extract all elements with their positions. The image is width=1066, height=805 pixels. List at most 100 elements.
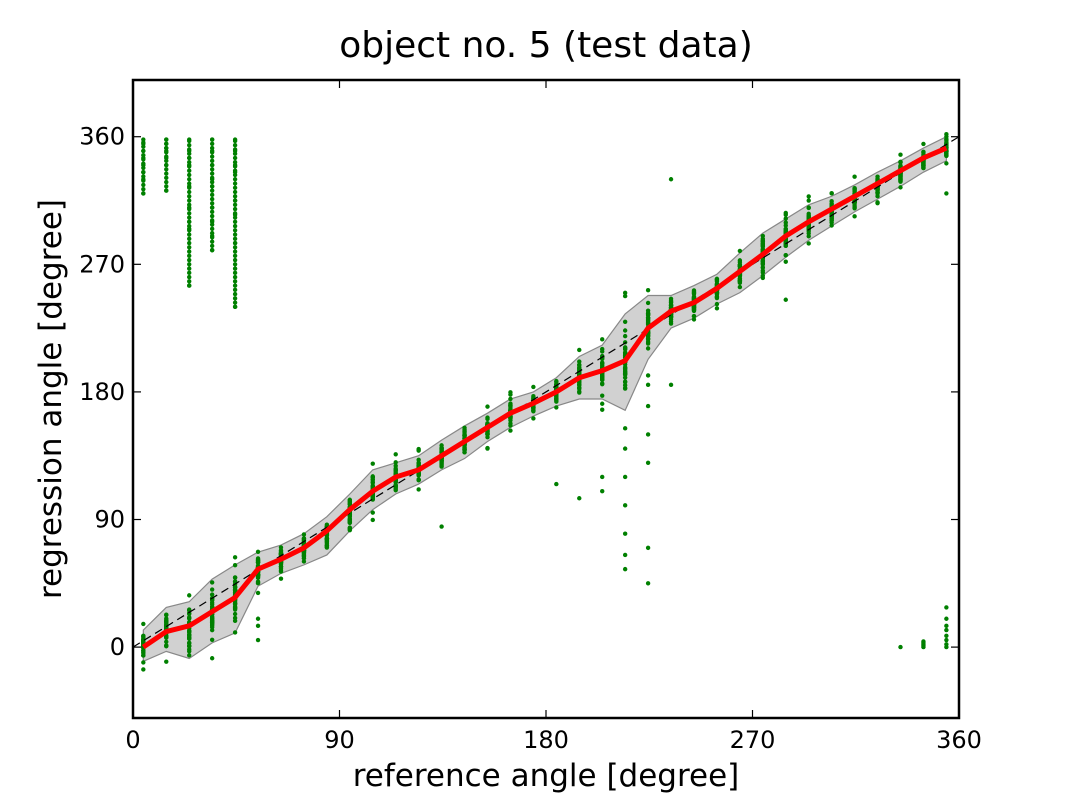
outlier-point <box>232 138 238 144</box>
data-point <box>324 522 330 527</box>
outlier-point <box>645 403 651 409</box>
data-point <box>531 416 536 421</box>
data-point <box>209 592 215 597</box>
outlier-point <box>232 215 238 220</box>
data-point <box>485 445 490 451</box>
outlier-point <box>141 169 146 175</box>
outlier-point <box>164 184 169 189</box>
data-point <box>760 261 766 266</box>
data-point <box>645 317 651 322</box>
data-point <box>232 611 238 617</box>
data-point <box>600 375 605 381</box>
data-point <box>577 389 582 394</box>
data-point <box>944 161 949 166</box>
outlier-point <box>944 191 949 196</box>
data-point <box>416 473 421 478</box>
outlier-point <box>209 247 215 253</box>
outlier-point <box>141 178 146 183</box>
outlier-point <box>187 279 192 284</box>
outlier-point <box>164 175 169 181</box>
outlier-point <box>164 150 169 155</box>
plot-layer <box>133 131 959 672</box>
data-point <box>622 364 628 370</box>
outlier-point <box>209 171 215 176</box>
data-point <box>485 434 490 440</box>
data-point <box>232 615 238 621</box>
x-tick-label: 360 <box>936 726 982 754</box>
data-point <box>485 404 490 409</box>
data-point <box>554 405 559 410</box>
outlier-point <box>600 488 605 494</box>
outlier-point <box>232 266 238 271</box>
data-point <box>714 276 720 282</box>
data-point <box>645 287 651 293</box>
data-point <box>485 416 490 422</box>
outlier-point <box>944 623 949 629</box>
outlier-point <box>187 249 192 254</box>
outlier-point <box>944 605 949 610</box>
outlier-point <box>164 167 169 172</box>
data-point <box>531 384 536 390</box>
data-point <box>232 562 238 568</box>
outlier-point <box>187 194 192 199</box>
outlier-point <box>668 177 674 182</box>
outlier-point <box>187 168 192 173</box>
data-point <box>416 477 421 482</box>
outlier-point <box>187 262 192 267</box>
outlier-point <box>164 188 169 193</box>
outlier-point <box>232 228 238 233</box>
outlier-point <box>232 240 238 246</box>
data-point <box>164 619 169 625</box>
outlier-point <box>141 157 146 162</box>
data-point <box>622 379 628 385</box>
outlier-point <box>944 627 949 633</box>
outlier-point <box>645 460 651 465</box>
data-point <box>232 585 238 590</box>
outlier-point <box>187 257 192 263</box>
outlier-point <box>141 140 146 145</box>
outlier-point <box>164 154 169 159</box>
outlier-point <box>187 177 192 182</box>
outlier-point <box>232 160 238 165</box>
outlier-point <box>600 474 605 480</box>
data-point <box>691 317 697 322</box>
data-point <box>209 622 215 627</box>
outlier-point <box>232 155 238 161</box>
data-point <box>393 482 398 488</box>
outlier-point <box>164 137 169 142</box>
data-point <box>806 198 811 203</box>
outlier-point <box>944 616 949 621</box>
data-point <box>577 385 582 390</box>
data-point <box>875 194 880 199</box>
data-point <box>141 653 146 658</box>
y-tick-label: 0 <box>110 633 125 661</box>
x-tick-label: 270 <box>730 726 776 754</box>
outlier-point <box>209 209 215 215</box>
outlier-point <box>232 211 238 216</box>
outlier-point <box>187 236 192 241</box>
outlier-point <box>164 179 169 185</box>
outlier-point <box>944 637 949 643</box>
data-point <box>783 259 788 264</box>
data-point <box>645 337 651 342</box>
data-point <box>164 616 169 621</box>
data-point <box>600 360 605 365</box>
outlier-point <box>232 151 238 156</box>
outlier-point <box>209 175 215 181</box>
data-point <box>187 653 192 658</box>
outlier-point <box>141 152 146 158</box>
outlier-point <box>209 201 215 206</box>
outlier-point <box>187 245 192 250</box>
data-point <box>141 667 146 672</box>
y-tick-label: 360 <box>79 123 125 151</box>
data-point <box>416 448 421 453</box>
outlier-point <box>141 182 146 188</box>
outlier-point <box>209 226 215 232</box>
outlier-point <box>232 253 238 259</box>
data-point <box>209 580 215 585</box>
data-point <box>622 372 628 377</box>
outlier-point <box>187 223 192 229</box>
data-point <box>622 293 628 299</box>
y-axis-label: regression angle [degree] <box>33 199 69 599</box>
data-point <box>737 248 743 254</box>
